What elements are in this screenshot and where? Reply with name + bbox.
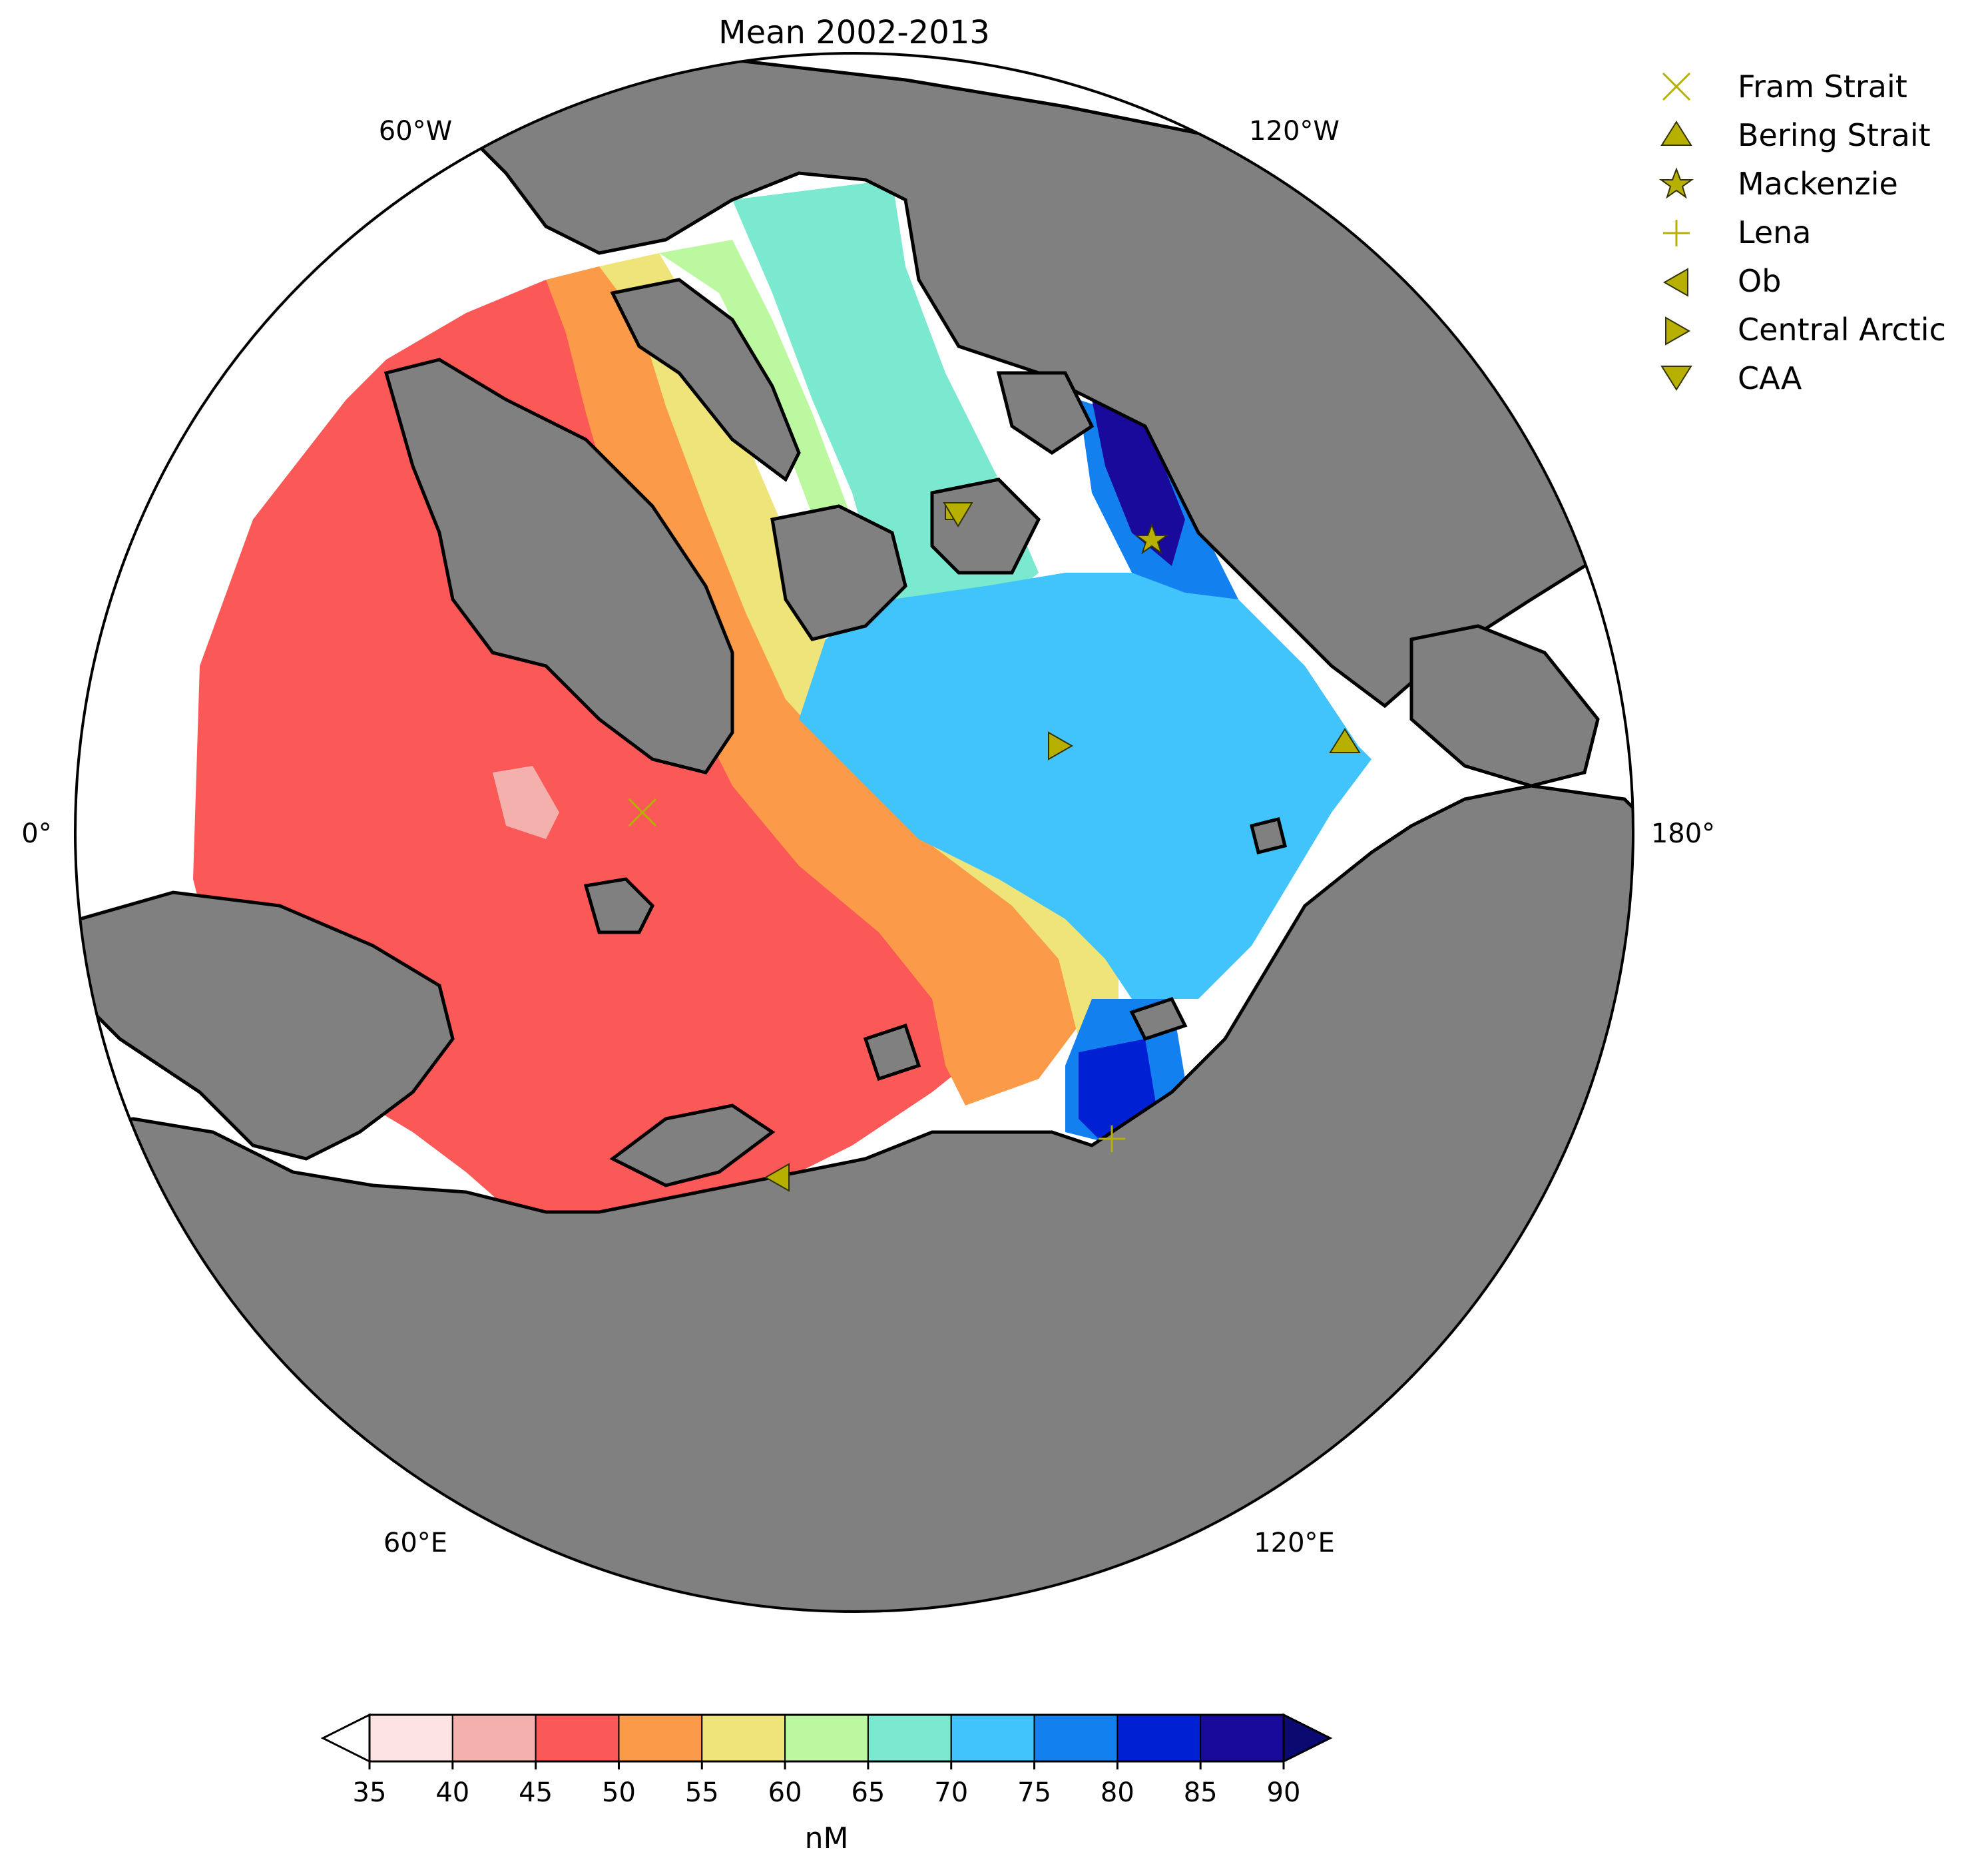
colorbar-bin	[951, 1715, 1035, 1761]
legend-label-fram: Fram Strait	[1738, 69, 1907, 105]
colorbar-tick-label: 55	[685, 1777, 719, 1808]
colorbar-tick-label: 90	[1267, 1777, 1301, 1808]
colorbar-unit-label: nM	[805, 1821, 849, 1855]
legend-marker-triangle-up	[1662, 122, 1691, 145]
label-120e: 120°E	[1254, 1528, 1335, 1558]
label-180: 180°	[1651, 818, 1715, 849]
label-0: 0°	[21, 818, 51, 849]
legend-marker-triangle-down	[1662, 366, 1691, 390]
colorbar-tick-label: 85	[1184, 1777, 1218, 1808]
colorbar-over-extension	[1284, 1715, 1330, 1761]
colorbar-bin	[536, 1715, 619, 1761]
legend-label-bering: Bering Strait	[1738, 117, 1931, 153]
map-title: Mean 2002-2013	[718, 14, 990, 51]
legend-marker-x	[1663, 73, 1690, 100]
legend: Fram Strait Bering Strait Mackenzie Lena…	[1661, 69, 1946, 396]
colorbar-under-extension	[323, 1715, 370, 1761]
label-120w: 120°W	[1249, 116, 1340, 147]
label-60e: 60°E	[383, 1528, 447, 1558]
legend-marker-plus	[1663, 220, 1690, 246]
colorbar-tick-label: 65	[851, 1777, 885, 1808]
colorbar-bin	[370, 1715, 453, 1761]
land-island-2	[1252, 819, 1285, 852]
colorbar-bin	[1200, 1715, 1284, 1761]
legend-label-ob: Ob	[1738, 263, 1781, 299]
legend-marker-star	[1661, 169, 1692, 197]
label-60w: 60°W	[379, 116, 452, 147]
colorbar-bin	[868, 1715, 951, 1761]
colorbar-tick-label: 80	[1101, 1777, 1134, 1808]
colorbar-tick-label: 75	[1017, 1777, 1051, 1808]
colorbar-bin	[702, 1715, 785, 1761]
colorbar-bin	[1035, 1715, 1118, 1761]
colorbar-bin	[1117, 1715, 1200, 1761]
colorbar-tick-label: 40	[435, 1777, 469, 1808]
legend-label-caa: CAA	[1738, 360, 1802, 396]
legend-marker-triangle-left	[1664, 269, 1688, 296]
colorbar-bin	[619, 1715, 702, 1761]
colorbar: 35 40 45 50 55 60 65 70 75 80 85 90 nM	[323, 1715, 1330, 1855]
colorbar-tick-label: 60	[768, 1777, 802, 1808]
colorbar-bin	[785, 1715, 868, 1761]
legend-marker-triangle-right	[1666, 318, 1689, 344]
colorbar-tick-label: 70	[934, 1777, 968, 1808]
colorbar-bin	[453, 1715, 536, 1761]
legend-label-mackenzie: Mackenzie	[1738, 166, 1898, 202]
colorbar-tick-label: 50	[602, 1777, 636, 1808]
colorbar-tick-label: 35	[353, 1777, 387, 1808]
legend-label-central-arctic: Central Arctic	[1738, 312, 1946, 348]
legend-label-lena: Lena	[1738, 214, 1811, 250]
colorbar-tick-label: 45	[519, 1777, 553, 1808]
